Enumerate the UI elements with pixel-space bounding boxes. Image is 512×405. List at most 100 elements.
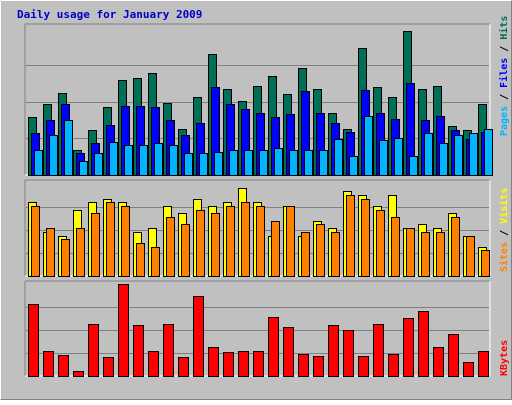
kbytes-bar-day-9 [148,351,159,377]
sites-bar-day-18 [286,206,295,277]
pages-bar-day-4 [79,161,88,176]
kbytes-bar-day-29 [448,334,459,377]
pages-bar-day-5 [94,153,103,176]
pages-bar-day-30 [469,133,478,176]
pages-bar-day-27 [424,133,433,176]
kbytes-bar-day-18 [283,327,294,377]
pages-bar-day-7 [124,145,133,176]
sites-bar-day-25 [391,217,400,277]
kbytes-bar-day-6 [103,357,114,377]
kbytes-bar-day-25 [388,354,399,377]
sites-bar-day-29 [451,217,460,277]
pages-bar-day-31 [484,129,493,176]
kbytes-bar-day-27 [418,311,429,377]
kbytes-bar-day-15 [238,351,249,377]
sites-bar-day-16 [256,206,265,277]
sites-bar-day-20 [316,224,325,277]
kbytes-bar-day-30 [463,362,474,377]
kbytes-bar-day-22 [343,330,354,377]
kbytes-bar-day-24 [373,324,384,377]
sites-bar-day-2 [46,228,55,277]
pages-bar-day-23 [364,116,373,176]
kbytes-bar-day-13 [208,347,219,377]
sites-bar-day-5 [91,213,100,277]
kbytes-bar-day-3 [58,355,69,377]
kbytes-bar-day-5 [88,324,99,377]
sites-bar-day-11 [181,224,190,277]
kbytes-bar-day-12 [193,296,204,377]
kbytes-bar-day-11 [178,357,189,377]
legend-text-panel-2: Sites / Visits [498,188,510,272]
sites-bar-day-10 [166,217,175,277]
kbytes-bar-day-28 [433,347,444,377]
pages-bar-day-28 [439,143,448,176]
pages-bar-day-24 [379,140,388,176]
sites-bar-day-3 [61,239,70,277]
legend-text-panel-3: KBytes [499,340,510,376]
kbytes-bar-day-17 [268,317,279,377]
kbytes-bar-day-16 [253,351,264,377]
pages-bar-day-16 [259,150,268,176]
kbytes-bar-day-21 [328,325,339,377]
kbytes-bar-day-2 [43,351,54,377]
kbytes-bar-day-20 [313,356,324,377]
legend-panel-1: Pages / Files / Hits [498,16,510,136]
sites-bar-day-8 [136,243,145,277]
pages-bar-day-6 [109,142,118,176]
pages-bar-day-25 [394,138,403,176]
legend-panel-2: Sites / Visits [498,188,510,272]
legend-visits: Visits [498,188,510,224]
sites-bar-day-14 [226,206,235,277]
kbytes-bar-day-26 [403,318,414,377]
sites-bar-day-7 [121,206,130,277]
legend-kbytes: KBytes [499,340,510,376]
pages-bar-day-15 [244,150,253,176]
pages-bar-day-9 [154,143,163,176]
kbytes-bar-day-4 [73,371,84,377]
sites-bar-day-1 [31,206,40,277]
pages-bar-day-10 [169,145,178,176]
legend-pages: Pages [499,106,510,136]
pages-bar-day-2 [49,135,58,176]
pages-bar-day-8 [139,145,148,176]
sites-bar-day-21 [331,232,340,277]
legend-text-panel-1: Pages / Files / Hits [498,16,510,136]
pages-bar-day-17 [274,148,283,176]
pages-bar-day-3 [64,120,73,176]
pages-bar-day-20 [319,150,328,176]
sites-bar-day-6 [106,202,115,277]
sites-bar-day-12 [196,210,205,277]
pages-bar-day-12 [199,153,208,176]
sites-bar-day-28 [436,232,445,277]
kbytes-bar-day-14 [223,352,234,377]
sites-bar-day-9 [151,247,160,277]
sites-bar-day-13 [211,213,220,277]
legend-sites: Sites [498,242,510,272]
sites-bar-day-26 [406,228,415,277]
kbytes-bar-day-31 [478,351,489,377]
pages-bar-day-26 [409,156,418,176]
sites-bar-day-15 [241,202,250,277]
kbytes-bar-day-8 [133,325,144,377]
sites-bar-day-24 [376,210,385,277]
pages-bar-day-29 [454,135,463,176]
legend-panel-3: KBytes [499,340,510,376]
pages-bar-day-18 [289,150,298,176]
pages-bar-day-1 [34,150,43,176]
legend-hits: Hits [498,16,510,40]
sites-bar-day-19 [301,232,310,277]
sites-bar-day-30 [466,236,475,277]
kbytes-bar-day-23 [358,356,369,377]
sites-bar-day-31 [481,250,490,277]
kbytes-bar-day-19 [298,354,309,377]
legend-files: Files [498,58,510,88]
kbytes-bar-day-10 [163,324,174,377]
kbytes-bar-day-7 [118,284,129,377]
chart-title: Daily usage for January 2009 [17,8,202,21]
sites-bar-day-22 [346,195,355,277]
sites-bar-day-17 [271,221,280,277]
pages-bar-day-21 [334,139,343,176]
sites-bar-day-27 [421,232,430,277]
sites-bar-day-4 [76,228,85,277]
